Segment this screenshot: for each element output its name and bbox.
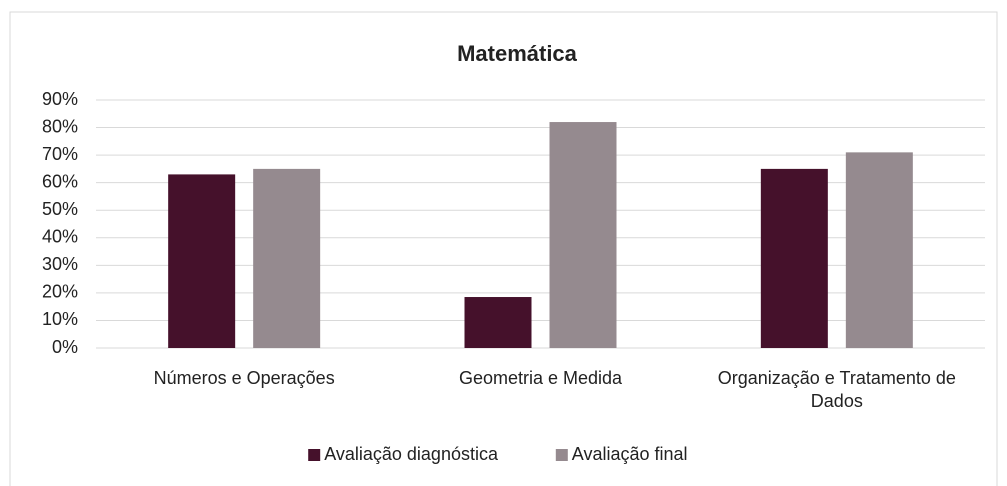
bar [464,297,532,348]
y-tick-label: 30% [42,254,78,274]
legend-label: Avaliação final [572,444,688,464]
y-tick-label: 10% [42,309,78,329]
bar [760,168,828,348]
y-tick-label: 0% [52,337,78,357]
y-tick-label: 40% [42,227,78,247]
y-tick-label: 20% [42,282,78,302]
legend-label: Avaliação diagnóstica [324,444,499,464]
legend-swatch [555,449,568,461]
bar [549,122,617,349]
y-tick-label: 80% [42,116,78,136]
x-tick-label: Geometria e Medida [458,368,623,388]
x-tick-label: Organização e Tratamento de Dados [717,368,956,411]
legend-swatch [308,449,321,461]
y-tick-label: 60% [42,171,78,191]
bar [845,152,913,348]
y-tick-label: 70% [42,144,78,164]
chart-title: Matemática [457,41,578,66]
x-tick-label: Números e Operações [153,368,335,388]
y-tick-label: 90% [42,89,78,109]
y-tick-label: 50% [42,199,78,219]
bar [253,168,321,348]
bar [168,174,236,348]
